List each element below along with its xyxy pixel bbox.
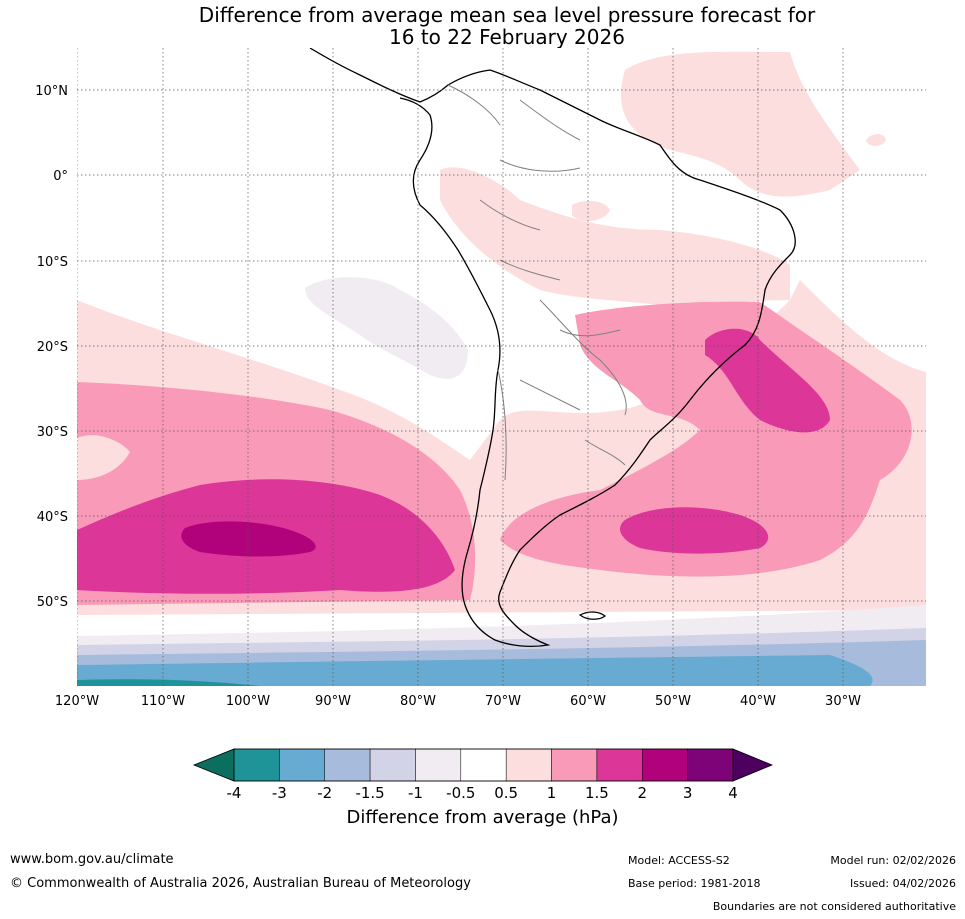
colorbar: -4 -3 -2 -1.5 -1 -0.5 0.5 1 1.5 2 3 4 bbox=[192, 748, 774, 802]
lon-label: 80°W bbox=[400, 694, 436, 709]
colorbar-extend-left bbox=[192, 748, 235, 782]
title-line-2: 16 to 22 February 2026 bbox=[389, 25, 625, 49]
map-area bbox=[77, 48, 926, 686]
anomaly-contour-north-atlantic bbox=[621, 51, 860, 197]
colorbar-title: Difference from average (hPa) bbox=[346, 807, 619, 828]
footer-base-period: Base period: 1981-2018 bbox=[628, 877, 761, 890]
lat-label: 0° bbox=[53, 169, 68, 184]
colorbar-tick-label: -2 bbox=[317, 784, 332, 802]
colorbar-tick-label: -1.5 bbox=[355, 784, 384, 802]
colorbar-tick-label: 2 bbox=[637, 784, 647, 802]
colorbar-tick-label: -4 bbox=[227, 784, 242, 802]
colorbar-cell bbox=[460, 748, 507, 782]
colorbar-cell bbox=[415, 748, 462, 782]
colorbar-cell bbox=[279, 748, 325, 782]
anomaly-contour-small-atl bbox=[866, 134, 886, 146]
colorbar-tick-label: 3 bbox=[683, 784, 693, 802]
footer-issued: Issued: 04/02/2026 bbox=[849, 877, 956, 890]
latitude-labels: 10°N 0° 10°S 20°S 30°S 40°S 50°S bbox=[35, 84, 68, 610]
colorbar-tick-label: 0.5 bbox=[494, 784, 518, 802]
colorbar-cell bbox=[324, 748, 371, 782]
lat-label: 20°S bbox=[37, 340, 68, 355]
falkland-islands bbox=[578, 611, 606, 620]
title-line-1: Difference from average mean sea level p… bbox=[198, 3, 816, 27]
graticule bbox=[77, 48, 926, 686]
lat-label: 50°S bbox=[37, 595, 68, 610]
colorbar-tick-label: 4 bbox=[728, 784, 738, 802]
footer-model: Model: ACCESS-S2 bbox=[628, 854, 730, 867]
colorbar-cell bbox=[596, 748, 643, 782]
colorbar-cell bbox=[505, 748, 552, 782]
south-america-coastline bbox=[309, 48, 796, 647]
colorbar-cell bbox=[233, 748, 280, 782]
lon-label: 90°W bbox=[315, 694, 351, 709]
longitude-labels: 120°W 110°W 100°W 90°W 80°W 70°W 60°W 50… bbox=[55, 694, 861, 709]
colorbar-tick-label: -3 bbox=[272, 784, 287, 802]
lon-label: 30°W bbox=[825, 694, 861, 709]
lon-label: 60°W bbox=[570, 694, 606, 709]
colorbar-cell bbox=[551, 748, 598, 782]
footer-model-run: Model run: 02/02/2026 bbox=[830, 854, 956, 867]
colorbar-cell bbox=[369, 748, 416, 782]
lat-label: 30°S bbox=[37, 425, 68, 440]
lat-label: 10°N bbox=[35, 84, 68, 99]
anomaly-contour-atlantic-1-to-1-5 bbox=[500, 301, 912, 577]
lon-label: 110°W bbox=[141, 694, 185, 709]
anomaly-contour-small-eq bbox=[572, 200, 610, 222]
colorbar-cell bbox=[642, 748, 688, 782]
colorbar-extend-right bbox=[732, 748, 774, 782]
colorbar-tick-label: 1.5 bbox=[585, 784, 609, 802]
anomaly-contour-atlantic-1-5-to-2-south bbox=[620, 507, 769, 554]
anomaly-contour-atlantic-1-5-to-2-north bbox=[705, 328, 830, 433]
lon-label: 120°W bbox=[55, 694, 99, 709]
anomaly-contour-south-neg-2 bbox=[77, 655, 873, 686]
anomaly-contour-amazon bbox=[440, 167, 790, 307]
colorbar-tick-label: -0.5 bbox=[446, 784, 475, 802]
lon-label: 100°W bbox=[226, 694, 270, 709]
anomaly-contour-south-neg-3 bbox=[77, 679, 260, 686]
footer-url[interactable]: www.bom.gov.au/climate bbox=[10, 852, 174, 867]
anomaly-contour-pacific-2-to-3 bbox=[181, 521, 316, 557]
anomaly-contour-pacific-neg-area bbox=[305, 277, 468, 379]
lat-label: 10°S bbox=[37, 255, 68, 270]
lat-label: 40°S bbox=[37, 510, 68, 525]
colorbar-tick-label: 1 bbox=[547, 784, 557, 802]
country-borders bbox=[447, 84, 627, 481]
footer-disclaimer: Boundaries are not considered authoritat… bbox=[712, 900, 956, 913]
map-title: Difference from average mean sea level p… bbox=[0, 4, 965, 48]
colorbar-cell bbox=[687, 748, 734, 782]
lon-label: 70°W bbox=[485, 694, 521, 709]
lon-label: 50°W bbox=[655, 694, 691, 709]
colorbar-tick-label: -1 bbox=[408, 784, 423, 802]
lon-label: 40°W bbox=[740, 694, 776, 709]
footer-copyright: © Commonwealth of Australia 2026, Austra… bbox=[10, 876, 471, 891]
anomaly-contour-pacific-hole bbox=[77, 435, 130, 480]
